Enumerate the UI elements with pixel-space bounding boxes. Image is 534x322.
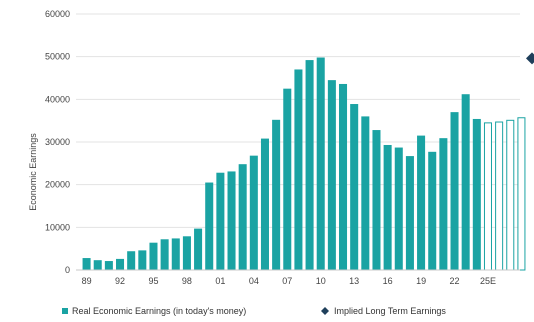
bar: [305, 60, 314, 270]
bar: [216, 172, 225, 270]
x-tick-label: 25E: [480, 276, 496, 286]
bar: [238, 164, 247, 270]
bar: [350, 104, 359, 270]
bar: [249, 155, 258, 270]
y-tick-label: 30000: [45, 137, 70, 147]
y-tick-label: 20000: [45, 180, 70, 190]
legend-label-real-earnings: Real Economic Earnings (in today's money…: [72, 306, 246, 316]
bar: [149, 242, 158, 270]
bar: [461, 94, 470, 270]
bar: [361, 116, 370, 271]
bar-estimate: [483, 122, 492, 271]
x-tick-label: 16: [383, 276, 393, 286]
bar: [428, 151, 437, 270]
bar: [472, 118, 481, 271]
bar: [327, 80, 336, 270]
bar: [127, 251, 136, 270]
bar: [372, 130, 381, 270]
x-tick-label: 01: [215, 276, 225, 286]
bar: [260, 138, 269, 270]
bar: [182, 236, 191, 270]
x-tick-label: 98: [182, 276, 192, 286]
x-tick-label: 22: [450, 276, 460, 286]
y-tick-label: 50000: [45, 52, 70, 62]
legend: Real Economic Earnings (in today's money…: [62, 306, 446, 316]
bar: [160, 239, 169, 270]
x-tick-label: 13: [349, 276, 359, 286]
bar-estimate: [506, 119, 515, 271]
bar: [417, 135, 426, 270]
y-tick-label: 10000: [45, 222, 70, 232]
bar: [439, 138, 448, 270]
bar: [171, 238, 180, 270]
bar: [316, 57, 325, 270]
bar: [272, 119, 281, 271]
bar: [194, 228, 203, 270]
bar: [104, 261, 113, 270]
implied-earnings-marker-icon: [526, 52, 534, 65]
y-tick-label: 0: [65, 265, 70, 275]
y-tick-label: 40000: [45, 94, 70, 104]
x-tick-label: 19: [416, 276, 426, 286]
markers: [526, 52, 534, 65]
y-axis-ticks: 0 10000 20000 30000 40000 50000 60000: [45, 9, 70, 275]
bars: [82, 57, 526, 271]
bar: [227, 171, 236, 270]
bar: [394, 147, 403, 270]
bar: [205, 182, 214, 270]
bar: [93, 260, 102, 270]
bar: [339, 83, 348, 271]
bar: [283, 88, 292, 271]
legend-diamond-icon: [321, 307, 329, 315]
y-axis-title: Economic Earnings: [28, 133, 38, 211]
bar: [116, 258, 125, 270]
legend-swatch-real-earnings: [62, 308, 68, 314]
x-axis-ticks: 89 92 95 98 01 04 07 10 13 16 19 22 25E: [82, 276, 496, 286]
x-tick-label: 07: [282, 276, 292, 286]
x-tick-label: 10: [316, 276, 326, 286]
bar: [383, 144, 392, 270]
legend-label-implied-earnings: Implied Long Term Earnings: [334, 306, 446, 316]
bar: [82, 258, 91, 270]
y-tick-label: 60000: [45, 9, 70, 19]
bar-estimate: [495, 121, 504, 271]
x-tick-label: 89: [82, 276, 92, 286]
x-tick-label: 92: [115, 276, 125, 286]
bar: [294, 69, 303, 270]
x-tick-label: 04: [249, 276, 259, 286]
bar: [405, 156, 414, 270]
bar: [450, 112, 459, 270]
bar-estimate: [517, 117, 526, 271]
bar: [138, 250, 147, 270]
x-tick-label: 95: [148, 276, 158, 286]
